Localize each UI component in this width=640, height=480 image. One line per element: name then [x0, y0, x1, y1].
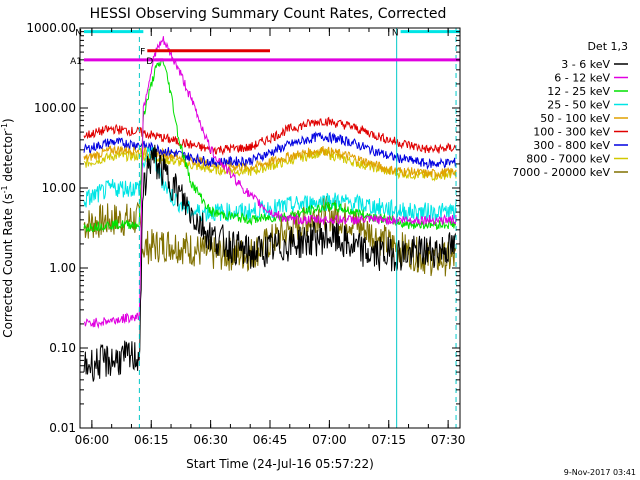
- x-tick-label: 07:15: [371, 433, 406, 447]
- legend-title: Det 1,3: [587, 40, 628, 53]
- timestamp-label: 9-Nov-2017 03:41: [564, 468, 636, 477]
- flag-label-1: N: [392, 29, 399, 39]
- y-tick-label: 10.00: [42, 181, 76, 195]
- flag-label-4: D: [146, 57, 153, 67]
- y-tick-label: 0.01: [49, 421, 76, 435]
- y-axis-label: Corrected Count Rate (s-1 detector-1): [0, 118, 15, 337]
- legend-label-1: 6 - 12 keV: [554, 72, 610, 85]
- y-tick-label: 1.00: [49, 261, 76, 275]
- legend-label-0: 3 - 6 keV: [561, 58, 610, 71]
- series-line-5: [83, 116, 457, 156]
- y-tick-label: 1000.00: [26, 21, 76, 35]
- x-tick-label: 06:15: [134, 433, 169, 447]
- x-tick-label: 07:00: [312, 433, 347, 447]
- x-tick-label: 06:00: [75, 433, 110, 447]
- x-axis-label: Start Time (24-Jul-16 05:57:22): [186, 457, 374, 471]
- flag-label-3: A1: [70, 57, 82, 67]
- y-tick-label: 0.10: [49, 341, 76, 355]
- legend-label-7: 800 - 7000 keV: [526, 153, 610, 166]
- flag-label-0: N: [75, 29, 82, 39]
- axes: 0.01 0.10 1.00 10.00 100.00 1000.00 06:00 06:15…: [26, 21, 465, 447]
- legend-label-8: 7000 - 20000 keV: [512, 166, 610, 179]
- series-line-0: [83, 144, 457, 382]
- legend-label-4: 50 - 100 keV: [540, 112, 610, 125]
- plot-area: N N F A1 D: [70, 28, 460, 428]
- x-tick-label: 06:45: [253, 433, 288, 447]
- series-line-3: [83, 147, 457, 223]
- series-line-4: [83, 144, 457, 179]
- legend-label-5: 100 - 300 keV: [533, 126, 610, 139]
- legend-label-3: 25 - 50 keV: [547, 99, 610, 112]
- series-line-6: [83, 131, 457, 171]
- legend-label-2: 12 - 25 keV: [547, 85, 610, 98]
- x-tick-label: 06:30: [193, 433, 228, 447]
- series-line-8: [83, 196, 457, 277]
- flag-label-2: F: [140, 48, 145, 58]
- legend-label-6: 300 - 800 keV: [533, 139, 610, 152]
- chart-title: HESSI Observing Summary Count Rates, Cor…: [90, 6, 447, 22]
- series-line-2: [83, 59, 457, 233]
- x-tick-label: 07:30: [431, 433, 466, 447]
- series-line-1: [83, 36, 457, 329]
- y-tick-label: 100.00: [34, 101, 76, 115]
